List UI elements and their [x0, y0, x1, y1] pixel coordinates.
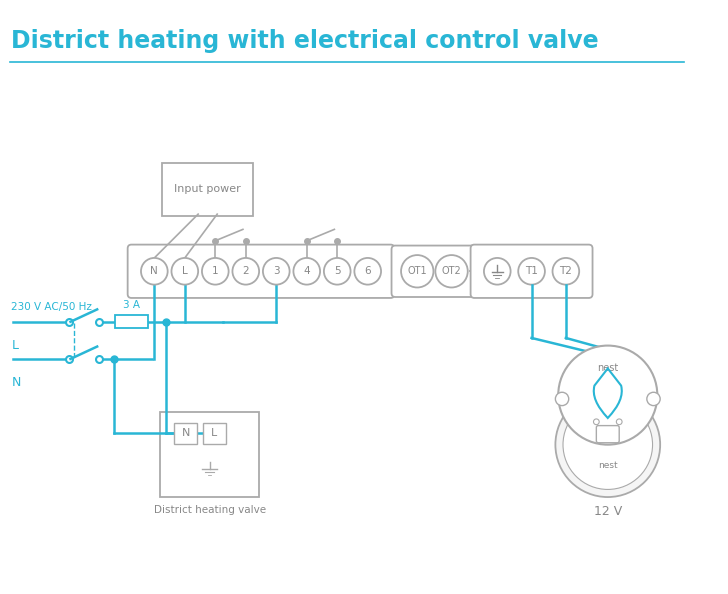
Circle shape: [553, 258, 579, 285]
Circle shape: [555, 392, 569, 406]
Text: L: L: [182, 266, 188, 276]
Text: nest: nest: [598, 461, 617, 470]
Text: 2: 2: [242, 266, 249, 276]
Circle shape: [141, 258, 167, 285]
FancyBboxPatch shape: [115, 315, 148, 328]
Circle shape: [435, 255, 468, 287]
Text: N: N: [181, 428, 190, 438]
FancyBboxPatch shape: [174, 423, 197, 444]
FancyBboxPatch shape: [203, 423, 226, 444]
Text: 3 A: 3 A: [123, 301, 140, 311]
Text: 6: 6: [365, 266, 371, 276]
Text: OT2: OT2: [442, 266, 462, 276]
Text: N: N: [12, 376, 21, 389]
Text: L: L: [211, 428, 218, 438]
Circle shape: [324, 258, 351, 285]
FancyBboxPatch shape: [162, 163, 253, 216]
Circle shape: [263, 258, 290, 285]
Circle shape: [293, 258, 320, 285]
Circle shape: [518, 258, 545, 285]
Circle shape: [401, 255, 433, 287]
Circle shape: [563, 400, 652, 489]
Circle shape: [647, 392, 660, 406]
Text: 5: 5: [334, 266, 341, 276]
Text: 12 V: 12 V: [593, 505, 622, 518]
Text: T1: T1: [525, 266, 538, 276]
Text: 4: 4: [304, 266, 310, 276]
Circle shape: [555, 392, 660, 497]
Circle shape: [558, 346, 657, 445]
FancyBboxPatch shape: [470, 245, 593, 298]
Text: OT1: OT1: [408, 266, 427, 276]
Text: N: N: [151, 266, 158, 276]
Text: nest: nest: [597, 364, 618, 374]
Circle shape: [355, 258, 381, 285]
Circle shape: [593, 419, 599, 425]
Text: T2: T2: [559, 266, 572, 276]
FancyBboxPatch shape: [392, 245, 478, 297]
Circle shape: [202, 258, 229, 285]
Circle shape: [172, 258, 198, 285]
FancyBboxPatch shape: [127, 245, 395, 298]
FancyBboxPatch shape: [596, 426, 620, 443]
Text: 3: 3: [273, 266, 280, 276]
Text: 1: 1: [212, 266, 218, 276]
Text: District heating with electrical control valve: District heating with electrical control…: [12, 29, 599, 53]
Text: 230 V AC/50 Hz: 230 V AC/50 Hz: [12, 302, 92, 311]
Circle shape: [484, 258, 510, 285]
Circle shape: [617, 419, 622, 425]
Text: L: L: [12, 339, 18, 352]
Circle shape: [232, 258, 259, 285]
Text: District heating valve: District heating valve: [154, 505, 266, 514]
FancyBboxPatch shape: [160, 412, 259, 497]
Text: Input power: Input power: [174, 184, 241, 194]
